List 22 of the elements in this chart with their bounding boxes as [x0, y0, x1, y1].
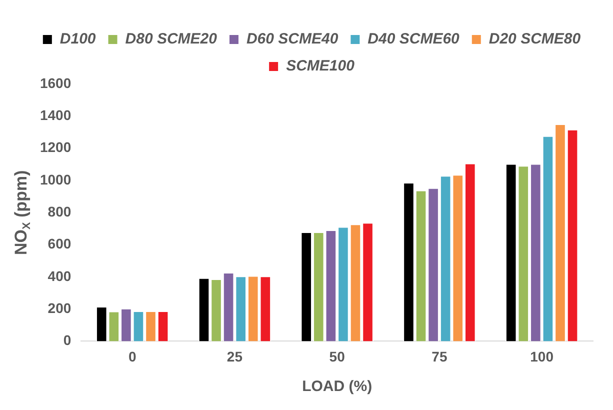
legend-label: D40 SCME60 — [368, 30, 460, 48]
y-tick-label: 0 — [63, 332, 72, 348]
y-tick-label: 200 — [48, 300, 72, 316]
x-axis-title: LOAD (%) — [302, 378, 372, 396]
y-axis-title: NOX (ppm) — [12, 170, 34, 255]
x-tick-label: 0 — [128, 348, 136, 364]
y-tick-label: 1200 — [40, 139, 72, 156]
legend-label: D60 SCME40 — [246, 30, 339, 48]
y-tick-label: 600 — [48, 236, 72, 252]
x-tick-label: 100 — [530, 348, 554, 364]
legend-label: D80 SCME20 — [125, 30, 218, 48]
y-tick-label: 1400 — [40, 107, 72, 124]
x-tick-label: 25 — [226, 348, 243, 364]
legend-label: D100 — [60, 30, 96, 48]
y-tick-label: 1000 — [40, 171, 72, 188]
y-tick-label: 800 — [48, 203, 72, 220]
legend-label: D20 SCME80 — [488, 30, 582, 48]
x-tick-label: 50 — [329, 348, 346, 364]
legend-label: SCME100 — [286, 58, 356, 75]
y-tick-label: 400 — [48, 268, 72, 284]
x-tick-label: 75 — [432, 348, 448, 364]
y-tick-label: 1600 — [40, 74, 72, 91]
